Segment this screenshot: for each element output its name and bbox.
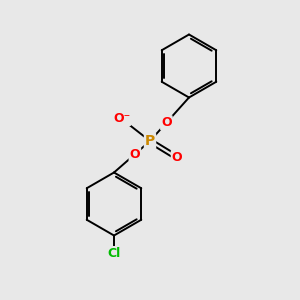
Text: O: O	[161, 116, 172, 129]
Text: O: O	[130, 148, 140, 161]
Text: O: O	[172, 151, 182, 164]
Text: P: P	[145, 134, 155, 148]
Text: Cl: Cl	[107, 247, 121, 260]
Text: O⁻: O⁻	[113, 112, 130, 125]
